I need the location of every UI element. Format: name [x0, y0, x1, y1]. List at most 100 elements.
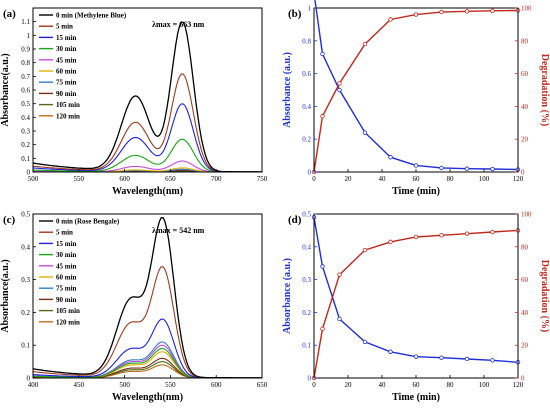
y-axis-title: Absorbance(a.u.)	[0, 53, 11, 126]
x-tick-label: 120	[513, 175, 524, 183]
series-line-left	[313, 217, 519, 363]
data-point	[362, 130, 368, 135]
legend-entry: 0 min (Rose Bengale)	[56, 218, 120, 226]
y-left-tick-label: 0.1	[302, 342, 311, 350]
x-axis-title: Time (min)	[392, 186, 440, 197]
y-tick-label: 1.1	[21, 18, 30, 26]
data-point	[490, 8, 495, 13]
y-left-tick-label: 0.3	[302, 276, 311, 284]
panel-label: (a)	[3, 8, 16, 20]
data-point	[464, 166, 470, 171]
y-right-axis-title: Degradation (%)	[539, 260, 550, 333]
x-tick-label: 700	[211, 175, 222, 183]
series-line-right	[313, 9, 519, 173]
legend-entry: 120 min	[56, 318, 80, 326]
legend-entry: 30 min	[56, 45, 77, 53]
legend-entry: 105 min	[56, 101, 80, 109]
x-axis-title: Wavelength(nm)	[112, 186, 183, 197]
data-point	[362, 41, 368, 47]
x-tick-label: 100	[479, 381, 490, 389]
y-left-tick-label: 0.6	[302, 70, 311, 78]
y-tick-label: 0.1	[21, 342, 30, 350]
y-left-tick-label: 0	[308, 169, 312, 177]
y-left-axis-title: Absorbance (a.u.)	[282, 52, 293, 128]
data-point	[464, 231, 470, 236]
data-point	[388, 17, 393, 22]
y-right-tick-label: 80	[521, 243, 529, 251]
x-tick-label: 20	[345, 175, 353, 183]
y-right-tick-label: 0	[521, 375, 525, 383]
legend-entry: 60 min	[56, 68, 77, 76]
y-left-tick-label: 1	[308, 5, 312, 13]
x-tick-label: 100	[479, 175, 490, 183]
data-point	[439, 355, 444, 360]
series-line-2	[32, 318, 262, 379]
y-tick-label: 0.5	[21, 100, 30, 108]
legend-entry: 120 min	[56, 112, 80, 120]
y-left-tick-label: 0.4	[302, 243, 311, 251]
y-tick-label: 0.8	[21, 59, 30, 67]
panel-b: 0 20 40 60 80 100 12000.20.40.60.8102040608010…	[282, 0, 550, 197]
legend-entry: 30 min	[56, 251, 77, 259]
legend-entry: 75 min	[56, 285, 77, 293]
y-tick-label: 0.2	[21, 141, 30, 149]
y-left-tick-label: 0.2	[302, 136, 311, 144]
plot-frame	[32, 213, 263, 379]
y-tick-label: 0.9	[21, 46, 30, 54]
y-left-tick-label: 0.4	[302, 103, 311, 111]
data-point	[388, 349, 393, 354]
legend-entry: 60 min	[56, 274, 77, 282]
data-point	[464, 9, 470, 14]
data-point	[413, 163, 419, 168]
panel-label: (c)	[3, 214, 16, 226]
y-right-tick-label: 20	[521, 136, 529, 144]
x-tick-label: 80	[447, 175, 455, 183]
data-point	[362, 247, 368, 253]
data-point	[320, 51, 325, 57]
y-tick-label: 0.3	[21, 128, 30, 136]
y-tick-label: 0	[27, 375, 31, 383]
y-tick-label: 0.4	[21, 243, 30, 251]
legend-entry: 105 min	[56, 307, 80, 315]
y-left-tick-label: 0	[308, 375, 312, 383]
data-point	[439, 9, 444, 15]
y-left-tick-label: 0.8	[302, 37, 311, 45]
data-point	[413, 234, 419, 240]
y-axis-title: Absorbance(a.u.)	[0, 259, 11, 332]
lambda-max-annotation: λmax = 542 nm	[152, 226, 205, 235]
legend-entry: 0 min (Methylene Blue)	[56, 12, 127, 20]
data-point	[320, 326, 325, 331]
x-tick-label: 600	[211, 381, 222, 389]
lambda-max-annotation: λmax = 663 nm	[152, 20, 205, 29]
y-right-tick-label: 0	[521, 169, 525, 177]
data-point	[320, 264, 325, 269]
data-point	[337, 81, 342, 86]
data-point	[413, 12, 419, 17]
x-tick-label: 450	[74, 381, 85, 389]
data-point	[464, 356, 470, 362]
x-tick-label: 500	[28, 175, 39, 183]
series-line-right	[313, 229, 519, 379]
y-tick-label: 0.3	[21, 276, 30, 284]
x-tick-label: 60	[413, 175, 421, 183]
x-axis-title: Time (min)	[392, 392, 440, 403]
y-tick-label: 0.7	[21, 73, 30, 81]
x-tick-label: 750	[257, 175, 268, 183]
legend-entry: 15 min	[56, 240, 77, 248]
data-point	[362, 339, 368, 345]
panel-d: 0 20 40 60 80 100 12000.10.20.30.40.5020406080…	[282, 211, 550, 404]
panel-c: 400 450 500 550 600 650 0 0.1 0.2 0.3 0.4 0.5 Wavele…	[0, 211, 268, 404]
x-tick-label: 40	[379, 381, 387, 389]
x-axis-title: Wavelength(nm)	[112, 392, 183, 403]
data-point	[320, 114, 325, 119]
y-right-axis-title: Degradation (%)	[539, 54, 550, 127]
data-point	[490, 358, 495, 363]
x-tick-label: 20	[345, 381, 353, 389]
legend-entry: 45 min	[56, 56, 77, 64]
panel-label: (d)	[288, 214, 302, 226]
data-point	[413, 354, 419, 359]
y-right-tick-label: 40	[521, 103, 529, 111]
x-tick-label: 650	[257, 381, 268, 389]
